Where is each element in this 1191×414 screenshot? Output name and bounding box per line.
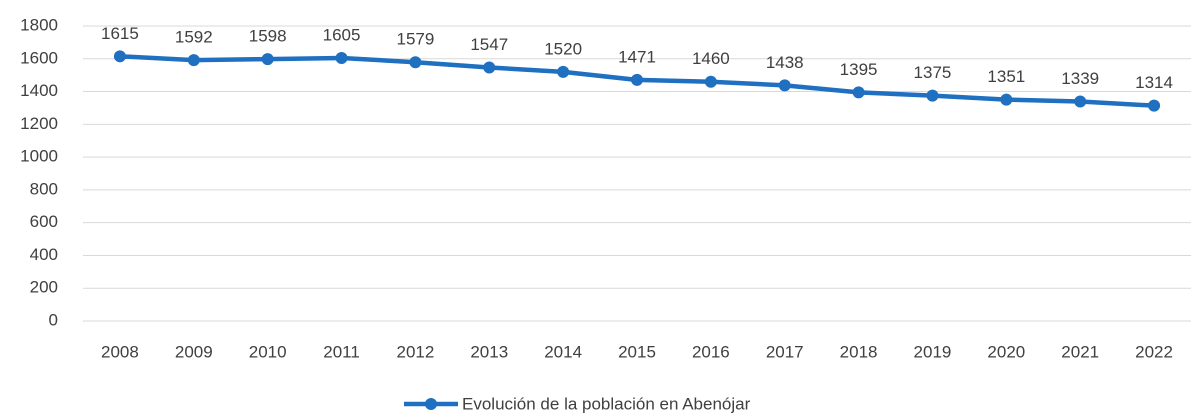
- y-tick-label: 800: [30, 179, 58, 198]
- data-label: 1592: [175, 28, 213, 47]
- x-tick-label: 2015: [618, 342, 656, 361]
- x-tick-label: 2019: [914, 342, 952, 361]
- y-tick-label: 400: [30, 245, 58, 264]
- data-label: 1351: [987, 67, 1025, 86]
- x-tick-label: 2022: [1135, 342, 1173, 361]
- x-tick-label: 2021: [1061, 342, 1099, 361]
- point: [778, 79, 791, 92]
- data-label: 1339: [1061, 69, 1099, 88]
- data-label: 1471: [618, 47, 656, 66]
- point: [1148, 99, 1161, 112]
- data-label: 1547: [470, 35, 508, 54]
- x-tick-label: 2014: [544, 342, 582, 361]
- data-label: 1579: [396, 30, 434, 49]
- data-label: 1460: [692, 49, 730, 68]
- y-tick-label: 200: [30, 278, 58, 297]
- x-tick-label: 2011: [323, 342, 360, 361]
- point: [631, 73, 643, 86]
- point: [557, 65, 570, 78]
- point: [1000, 93, 1013, 106]
- legend-label: Evolución de la población en Abenójar: [462, 394, 751, 413]
- data-label: 1375: [914, 63, 952, 82]
- point: [187, 54, 200, 67]
- x-tick-label: 2009: [175, 342, 213, 361]
- point: [483, 61, 496, 74]
- x-tick-label: 2012: [396, 342, 434, 361]
- data-label: 1598: [249, 27, 287, 46]
- point: [1074, 95, 1087, 108]
- x-tick-label: 2013: [470, 342, 508, 361]
- point: [852, 86, 865, 99]
- point: [704, 75, 717, 88]
- y-tick-label: 1400: [20, 81, 58, 100]
- x-tick-label: 2010: [249, 342, 287, 361]
- point: [113, 50, 126, 63]
- data-label: 1395: [840, 60, 878, 79]
- y-tick-label: 1800: [20, 15, 58, 34]
- y-tick-label: 1600: [20, 48, 58, 67]
- y-tick-label: 1000: [20, 147, 58, 166]
- legend-marker: [425, 398, 437, 410]
- point: [261, 53, 274, 66]
- y-tick-label: 600: [30, 212, 58, 231]
- point: [926, 89, 939, 102]
- x-tick-label: 2016: [692, 342, 730, 361]
- x-tick-label: 2008: [101, 342, 139, 361]
- data-label: 1314: [1135, 73, 1173, 92]
- data-label: 1615: [101, 24, 139, 43]
- point: [409, 56, 422, 69]
- y-tick-label: 1200: [20, 114, 58, 133]
- data-label: 1438: [766, 53, 804, 72]
- point: [335, 51, 348, 64]
- data-label: 1605: [323, 25, 361, 44]
- x-tick-label: 2017: [766, 342, 804, 361]
- y-tick-label: 0: [49, 310, 58, 329]
- x-tick-label: 2020: [987, 342, 1025, 361]
- x-tick-label: 2018: [840, 342, 878, 361]
- data-label: 1520: [544, 39, 582, 58]
